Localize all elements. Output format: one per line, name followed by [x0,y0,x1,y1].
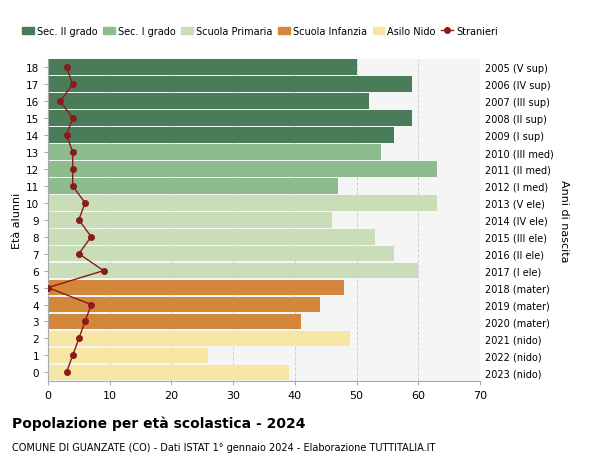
Bar [48,297,320,313]
Y-axis label: Età alunni: Età alunni [11,192,22,248]
Bar [48,348,208,364]
Bar [48,145,381,161]
Y-axis label: Anni di nascita: Anni di nascita [559,179,569,262]
Bar [48,128,394,144]
Bar [48,246,394,262]
Bar [48,77,412,93]
Bar [48,60,356,76]
Bar [48,230,375,245]
Bar [48,213,332,228]
Bar [48,314,301,330]
Text: Popolazione per età scolastica - 2024: Popolazione per età scolastica - 2024 [12,415,305,430]
Bar [48,263,418,279]
Legend: Sec. II grado, Sec. I grado, Scuola Primaria, Scuola Infanzia, Asilo Nido, Stran: Sec. II grado, Sec. I grado, Scuola Prim… [19,23,502,40]
Bar [48,179,338,194]
Bar [48,94,369,110]
Bar [48,111,412,127]
Text: COMUNE DI GUANZATE (CO) - Dati ISTAT 1° gennaio 2024 - Elaborazione TUTTITALIA.I: COMUNE DI GUANZATE (CO) - Dati ISTAT 1° … [12,442,436,452]
Bar [48,162,437,177]
Bar [48,331,350,347]
Bar [48,365,289,381]
Bar [48,196,437,211]
Bar [48,280,344,296]
